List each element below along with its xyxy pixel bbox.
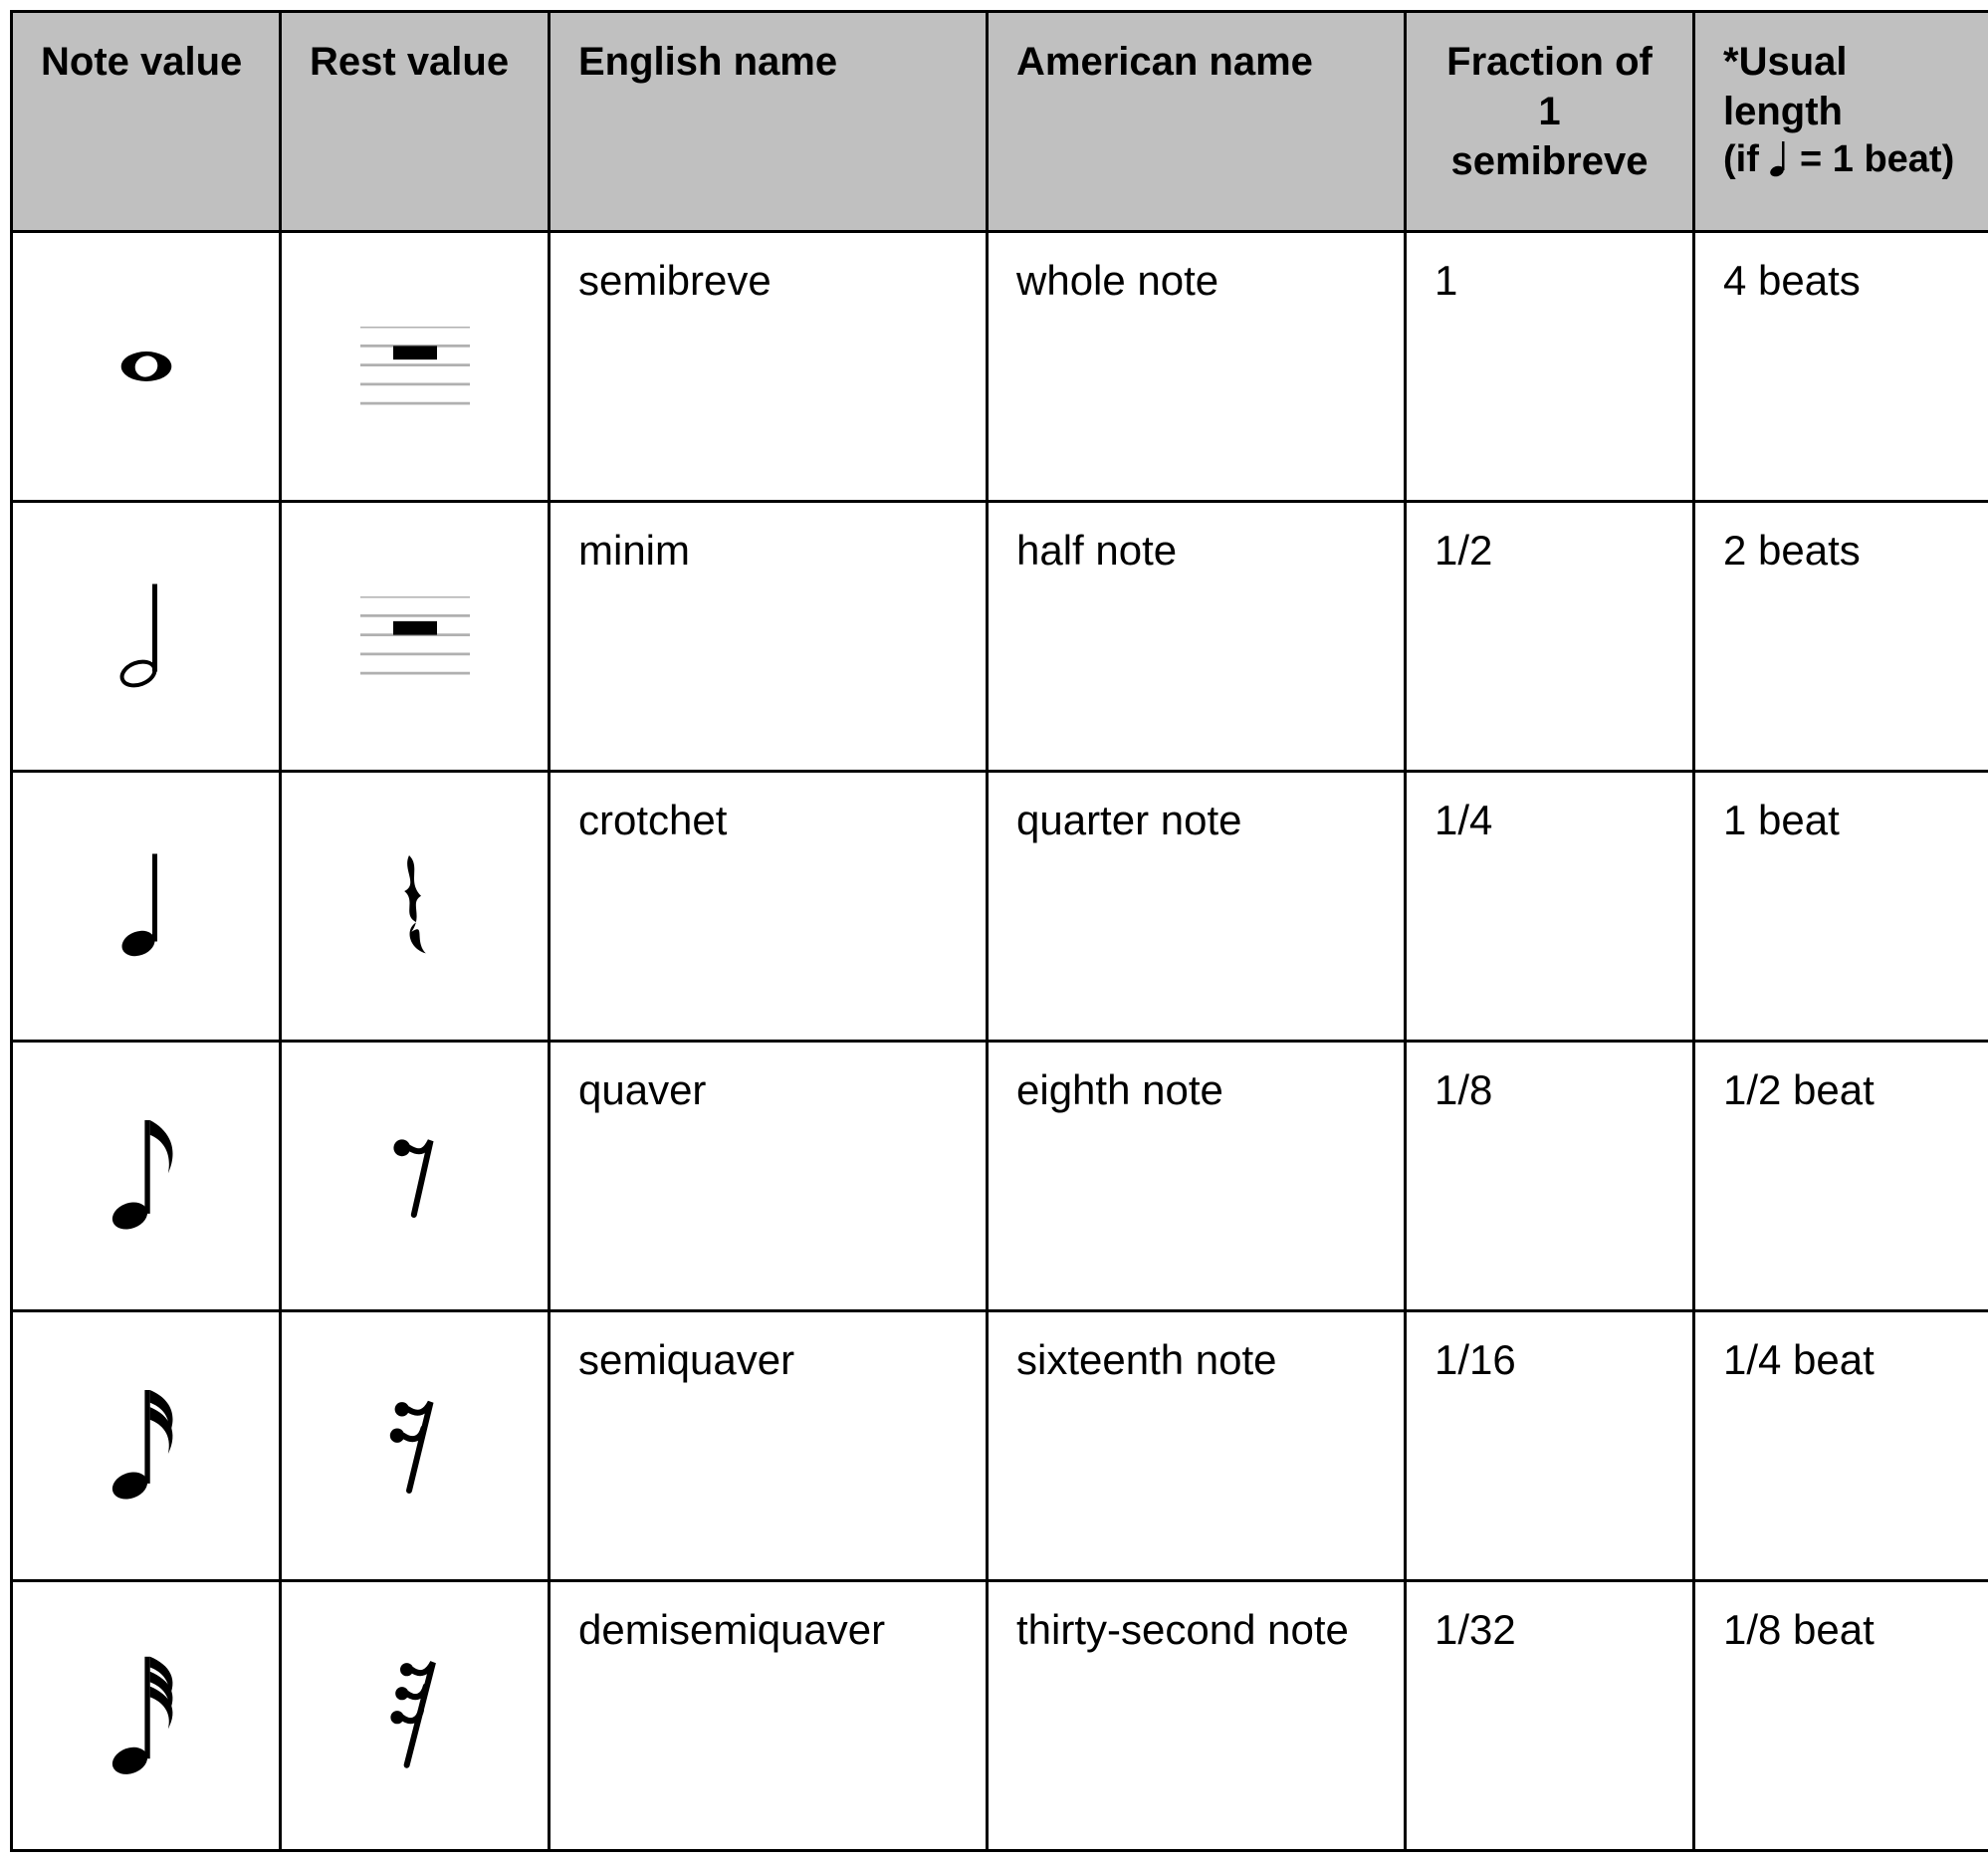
american-name-cell: sixteenth note: [988, 1311, 1406, 1581]
usual-length-sub-suffix: = 1 beat): [1800, 138, 1954, 180]
eighth-note-icon: [13, 1116, 279, 1236]
whole-rest-icon: [282, 327, 548, 406]
length-cell: 1/2 beat: [1694, 1042, 1988, 1311]
american-name-cell: quarter note: [988, 772, 1406, 1042]
col-header-rest-value: Rest value: [281, 12, 550, 232]
english-name-cell: demisemiquaver: [550, 1581, 988, 1851]
table-header-row: Note value Rest value English name Ameri…: [12, 12, 1988, 232]
rest-symbol-cell: [281, 232, 550, 502]
note-symbol-cell: [12, 1042, 281, 1311]
col-header-american-name: American name: [988, 12, 1406, 232]
rest-symbol-cell: [281, 502, 550, 772]
eighth-rest-icon: [282, 1126, 548, 1226]
english-name-cell: crotchet: [550, 772, 988, 1042]
half-note-icon: [13, 577, 279, 696]
col-header-english-name: English name: [550, 12, 988, 232]
english-name-cell: semibreve: [550, 232, 988, 502]
fraction-cell: 1: [1406, 232, 1694, 502]
note-values-table: Note value Rest value English name Ameri…: [10, 10, 1988, 1852]
col-header-fraction: Fraction of 1 semibreve: [1406, 12, 1694, 232]
col-header-usual-length: *Usual length (if = 1 beat): [1694, 12, 1988, 232]
english-name-cell: minim: [550, 502, 988, 772]
table-row: semiquaver sixteenth note 1/16 1/4 beat: [12, 1311, 1988, 1581]
table-row: demisemiquaver thirty-second note 1/32 1…: [12, 1581, 1988, 1851]
length-cell: 1/4 beat: [1694, 1311, 1988, 1581]
usual-length-sub-prefix: (if: [1723, 138, 1769, 180]
american-name-cell: thirty-second note: [988, 1581, 1406, 1851]
rest-symbol-cell: [281, 1581, 550, 1851]
quarter-rest-icon: [282, 851, 548, 961]
note-symbol-cell: [12, 502, 281, 772]
crotchet-icon: [1769, 141, 1789, 177]
table-row: crotchet quarter note 1/4 1 beat: [12, 772, 1988, 1042]
rest-symbol-cell: [281, 1311, 550, 1581]
col-header-note-value: Note value: [12, 12, 281, 232]
note-symbol-cell: [12, 1311, 281, 1581]
quarter-note-icon: [13, 846, 279, 966]
rest-symbol-cell: [281, 1042, 550, 1311]
fraction-cell: 1/16: [1406, 1311, 1694, 1581]
table-row: semibreve whole note 1 4 beats: [12, 232, 1988, 502]
table-row: minim half note 1/2 2 beats: [12, 502, 1988, 772]
american-name-cell: half note: [988, 502, 1406, 772]
table-row: quaver eighth note 1/8 1/2 beat: [12, 1042, 1988, 1311]
length-cell: 1/8 beat: [1694, 1581, 1988, 1851]
note-symbol-cell: [12, 232, 281, 502]
usual-length-title: *Usual length: [1723, 40, 1848, 133]
sixteenth-note-icon: [13, 1386, 279, 1506]
note-symbol-cell: [12, 1581, 281, 1851]
american-name-cell: eighth note: [988, 1042, 1406, 1311]
note-symbol-cell: [12, 772, 281, 1042]
english-name-cell: semiquaver: [550, 1311, 988, 1581]
length-cell: 1 beat: [1694, 772, 1988, 1042]
rest-symbol-cell: [281, 772, 550, 1042]
whole-note-icon: [13, 344, 279, 389]
fraction-cell: 1/4: [1406, 772, 1694, 1042]
american-name-cell: whole note: [988, 232, 1406, 502]
fraction-cell: 1/8: [1406, 1042, 1694, 1311]
half-rest-icon: [282, 596, 548, 676]
fraction-cell: 1/2: [1406, 502, 1694, 772]
thirtysecond-rest-icon: [282, 1659, 548, 1773]
length-cell: 2 beats: [1694, 502, 1988, 772]
sixteenth-rest-icon: [282, 1394, 548, 1499]
length-cell: 4 beats: [1694, 232, 1988, 502]
fraction-cell: 1/32: [1406, 1581, 1694, 1851]
thirtysecond-note-icon: [13, 1651, 279, 1780]
english-name-cell: quaver: [550, 1042, 988, 1311]
